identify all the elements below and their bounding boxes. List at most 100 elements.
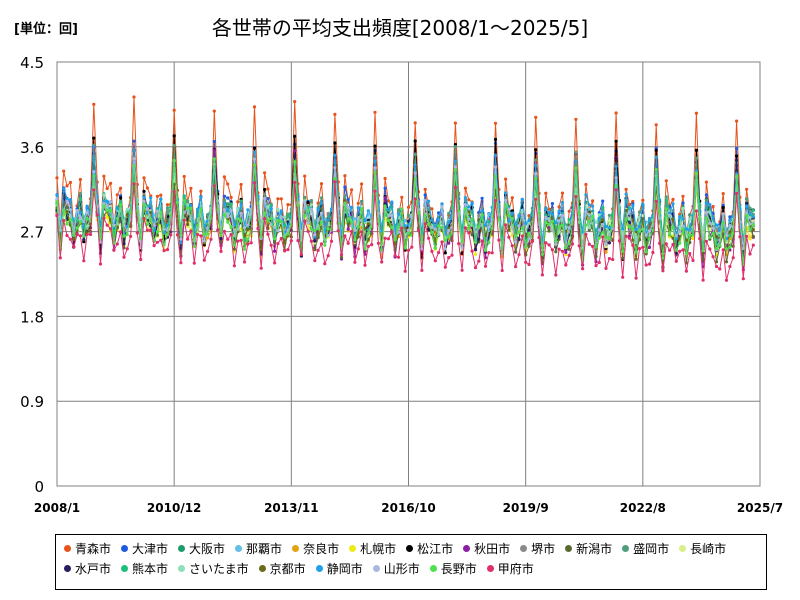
data-point [326, 254, 330, 258]
data-point [109, 227, 113, 231]
data-point [92, 102, 96, 106]
data-point [567, 226, 571, 230]
data-point [437, 224, 441, 228]
data-point [647, 217, 652, 221]
data-point [222, 229, 226, 233]
data-point [477, 259, 481, 263]
data-point [554, 239, 558, 243]
data-point [410, 245, 414, 249]
data-point [306, 229, 310, 233]
data-point [199, 234, 203, 238]
legend-label: 盛岡市 [633, 542, 670, 556]
y-axis-ticks: 4.5 3.6 2.7 1.8 0.9 0 [20, 54, 44, 496]
data-point [480, 205, 484, 209]
data-point [473, 240, 478, 244]
data-point [119, 200, 123, 204]
data-point [534, 115, 538, 119]
data-point [443, 265, 447, 269]
data-point [614, 156, 618, 160]
data-point [65, 233, 69, 238]
data-point [584, 210, 588, 214]
data-point [303, 174, 307, 178]
data-point [242, 260, 247, 264]
data-point [540, 252, 545, 256]
data-point [252, 146, 257, 150]
data-point [252, 163, 257, 167]
data-point [323, 243, 327, 247]
data-point [172, 190, 176, 194]
data-point [493, 198, 498, 203]
data-point [192, 244, 196, 248]
data-point [165, 206, 170, 210]
data-point [621, 275, 625, 279]
legend-label: 新潟市 [576, 542, 613, 556]
data-point [604, 224, 608, 229]
legend-marker-icon [406, 545, 414, 552]
data-point [246, 223, 250, 227]
data-point [467, 227, 471, 231]
legend-label: 松江市 [417, 542, 454, 556]
data-point [252, 181, 257, 185]
data-point [748, 252, 752, 256]
data-point [544, 207, 548, 211]
data-point [564, 250, 568, 254]
data-point [704, 198, 709, 202]
data-point [664, 179, 668, 183]
data-point [105, 204, 109, 208]
data-point [735, 146, 739, 151]
data-point [604, 245, 608, 249]
data-point [175, 233, 180, 237]
data-point [252, 157, 257, 161]
data-point [567, 209, 571, 213]
data-point [142, 203, 146, 207]
data-point [544, 220, 548, 224]
data-point [239, 202, 243, 207]
data-point [614, 139, 618, 143]
data-point [105, 186, 109, 191]
data-point [567, 247, 571, 251]
data-point [226, 237, 230, 241]
data-point [587, 207, 591, 211]
data-point [356, 225, 360, 229]
data-point [447, 256, 451, 260]
data-point [674, 259, 678, 263]
data-point [493, 165, 498, 169]
data-point [263, 211, 267, 215]
data-point [420, 240, 424, 244]
data-point [390, 214, 394, 218]
legend-item: 熊本市 [121, 559, 168, 579]
data-point [386, 207, 390, 211]
data-point [206, 213, 210, 217]
data-point [527, 231, 531, 236]
data-point [654, 167, 658, 172]
data-point [644, 250, 648, 254]
data-point [273, 261, 277, 265]
data-point [206, 236, 210, 240]
data-point [313, 248, 317, 252]
data-point [627, 203, 632, 207]
data-point [68, 180, 72, 185]
data-point [236, 217, 240, 221]
data-point [186, 206, 190, 210]
data-point [520, 197, 524, 201]
data-point [560, 214, 565, 218]
y-tick-label: 0 [34, 478, 44, 496]
data-point [510, 196, 514, 200]
data-point [497, 218, 501, 222]
data-point [550, 202, 555, 206]
data-point [246, 227, 250, 231]
data-point [145, 207, 149, 211]
data-point [500, 268, 504, 273]
data-point [463, 226, 467, 230]
data-point [550, 219, 555, 223]
data-point [534, 158, 538, 162]
data-point [283, 240, 287, 245]
data-point [222, 208, 226, 212]
data-point [430, 249, 434, 253]
data-point [353, 238, 357, 242]
data-point [303, 201, 307, 205]
data-point [92, 188, 96, 192]
data-point [119, 186, 123, 190]
data-point [279, 209, 283, 213]
data-point [423, 213, 427, 217]
